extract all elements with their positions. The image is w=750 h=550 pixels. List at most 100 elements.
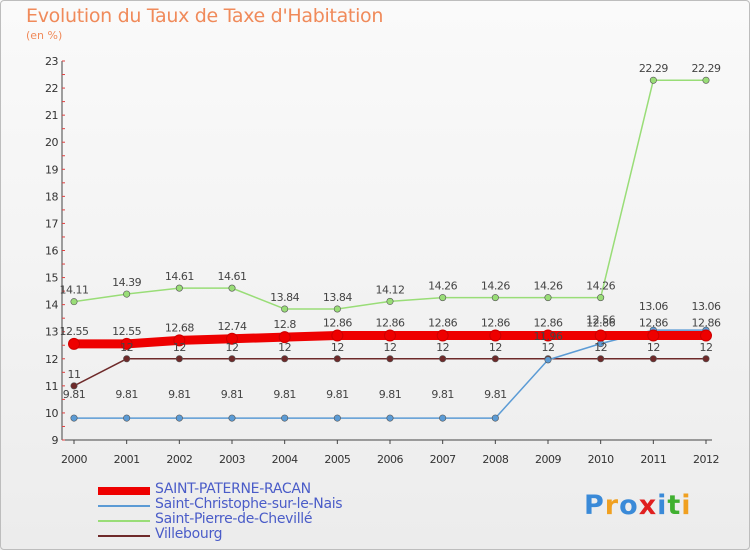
data-label: 12 [647,341,660,354]
x-tick-label: 2007 [430,453,456,466]
chart-title: Evolution du Taux de Taxe d'Habitation [26,5,384,27]
y-tick-label: 16 [45,245,58,258]
data-label: 12.86 [534,317,563,330]
data-label: 13.06 [692,300,721,313]
data-label: 11 [68,368,81,381]
data-label: 11.96 [534,330,563,343]
data-point [594,329,607,342]
data-label: 9.81 [431,388,454,401]
y-tick-label: 22 [45,82,58,95]
data-point [123,290,131,298]
chart-subtitle: (en %) [26,29,63,42]
data-label: 12 [331,341,344,354]
logo-letter: o [619,490,639,521]
data-point [542,329,554,342]
legend-swatch [98,535,150,537]
data-point [70,382,78,390]
y-tick-label: 18 [45,190,58,203]
x-tick-label: 2000 [61,453,87,466]
data-point [70,414,78,422]
data-point [281,414,289,422]
y-tick-label: 15 [45,272,58,285]
data-point [597,355,605,363]
data-point [386,355,394,363]
y-tick-label: 23 [45,55,58,68]
data-point [281,305,289,313]
data-label: 12.86 [692,317,721,330]
x-tick-label: 2004 [272,453,298,466]
data-label: 12.8 [273,318,296,331]
data-point [120,337,133,350]
data-label: 12 [700,341,713,354]
data-point [649,355,657,363]
data-point [123,355,131,363]
legend-swatch [98,505,150,507]
data-label: 12 [594,341,607,354]
data-point [491,355,499,363]
data-label: 14.61 [218,270,247,283]
legend-label: Saint-Christophe-sur-le-Nais [155,496,343,512]
data-point [175,355,183,363]
data-point [439,414,447,422]
data-label: 14.26 [534,280,563,293]
data-point [331,329,344,342]
legend-label: Villebourg [155,526,223,542]
data-label: 13.84 [270,291,299,304]
data-point [436,329,449,342]
y-tick-label: 12 [45,353,58,366]
data-label: 9.81 [63,388,86,401]
data-point [68,337,80,350]
data-label: 12 [173,341,186,354]
y-tick-label: 17 [45,217,58,230]
data-point [700,329,712,342]
data-point [228,355,236,363]
data-point [123,414,131,422]
logo-letter: P [584,490,605,521]
data-point [70,298,78,306]
data-label: 22.29 [639,62,668,75]
data-label: 9.81 [115,388,138,401]
series-line-3 [73,358,707,387]
data-label: 12.86 [376,317,405,330]
data-label: 9.81 [168,388,191,401]
y-tick-label: 9 [52,434,59,447]
data-point [649,76,657,84]
y-tick-label: 13 [45,326,58,339]
data-point [491,414,499,422]
data-label: 14.26 [586,280,615,293]
data-label: 22.29 [692,62,721,75]
x-tick-label: 2005 [324,453,350,466]
data-label: 12 [120,341,133,354]
data-label: 14.61 [165,270,194,283]
data-label: 12.86 [481,317,510,330]
x-tick-label: 2002 [166,453,192,466]
legend-swatch [98,487,150,495]
data-point [228,284,236,292]
data-point [226,332,238,345]
data-label: 12 [384,341,397,354]
data-point [228,414,236,422]
data-point [544,356,552,364]
y-tick-label: 19 [45,163,58,176]
data-point [386,414,394,422]
legend-label: Saint-Pierre-de-Chevillé [155,511,313,527]
data-label: 13.84 [323,291,352,304]
x-tick-label: 2008 [482,453,508,466]
logo-letter: x [638,490,658,521]
x-tick-label: 2010 [588,453,614,466]
data-label: 12.86 [586,317,615,330]
proxiti-logo: Proxiti [584,490,692,521]
data-point [333,414,341,422]
data-point [702,76,710,84]
data-label: 12 [278,341,291,354]
data-label: 9.81 [273,388,296,401]
data-label: 12.74 [218,320,247,333]
legend-swatch [98,520,150,522]
legend-label: SAINT-PATERNE-RACAN [155,481,311,497]
data-point [386,297,394,305]
data-label: 12 [226,341,239,354]
y-tick-label: 20 [45,136,58,149]
data-label: 14.26 [481,280,510,293]
logo-letter: r [604,490,620,521]
